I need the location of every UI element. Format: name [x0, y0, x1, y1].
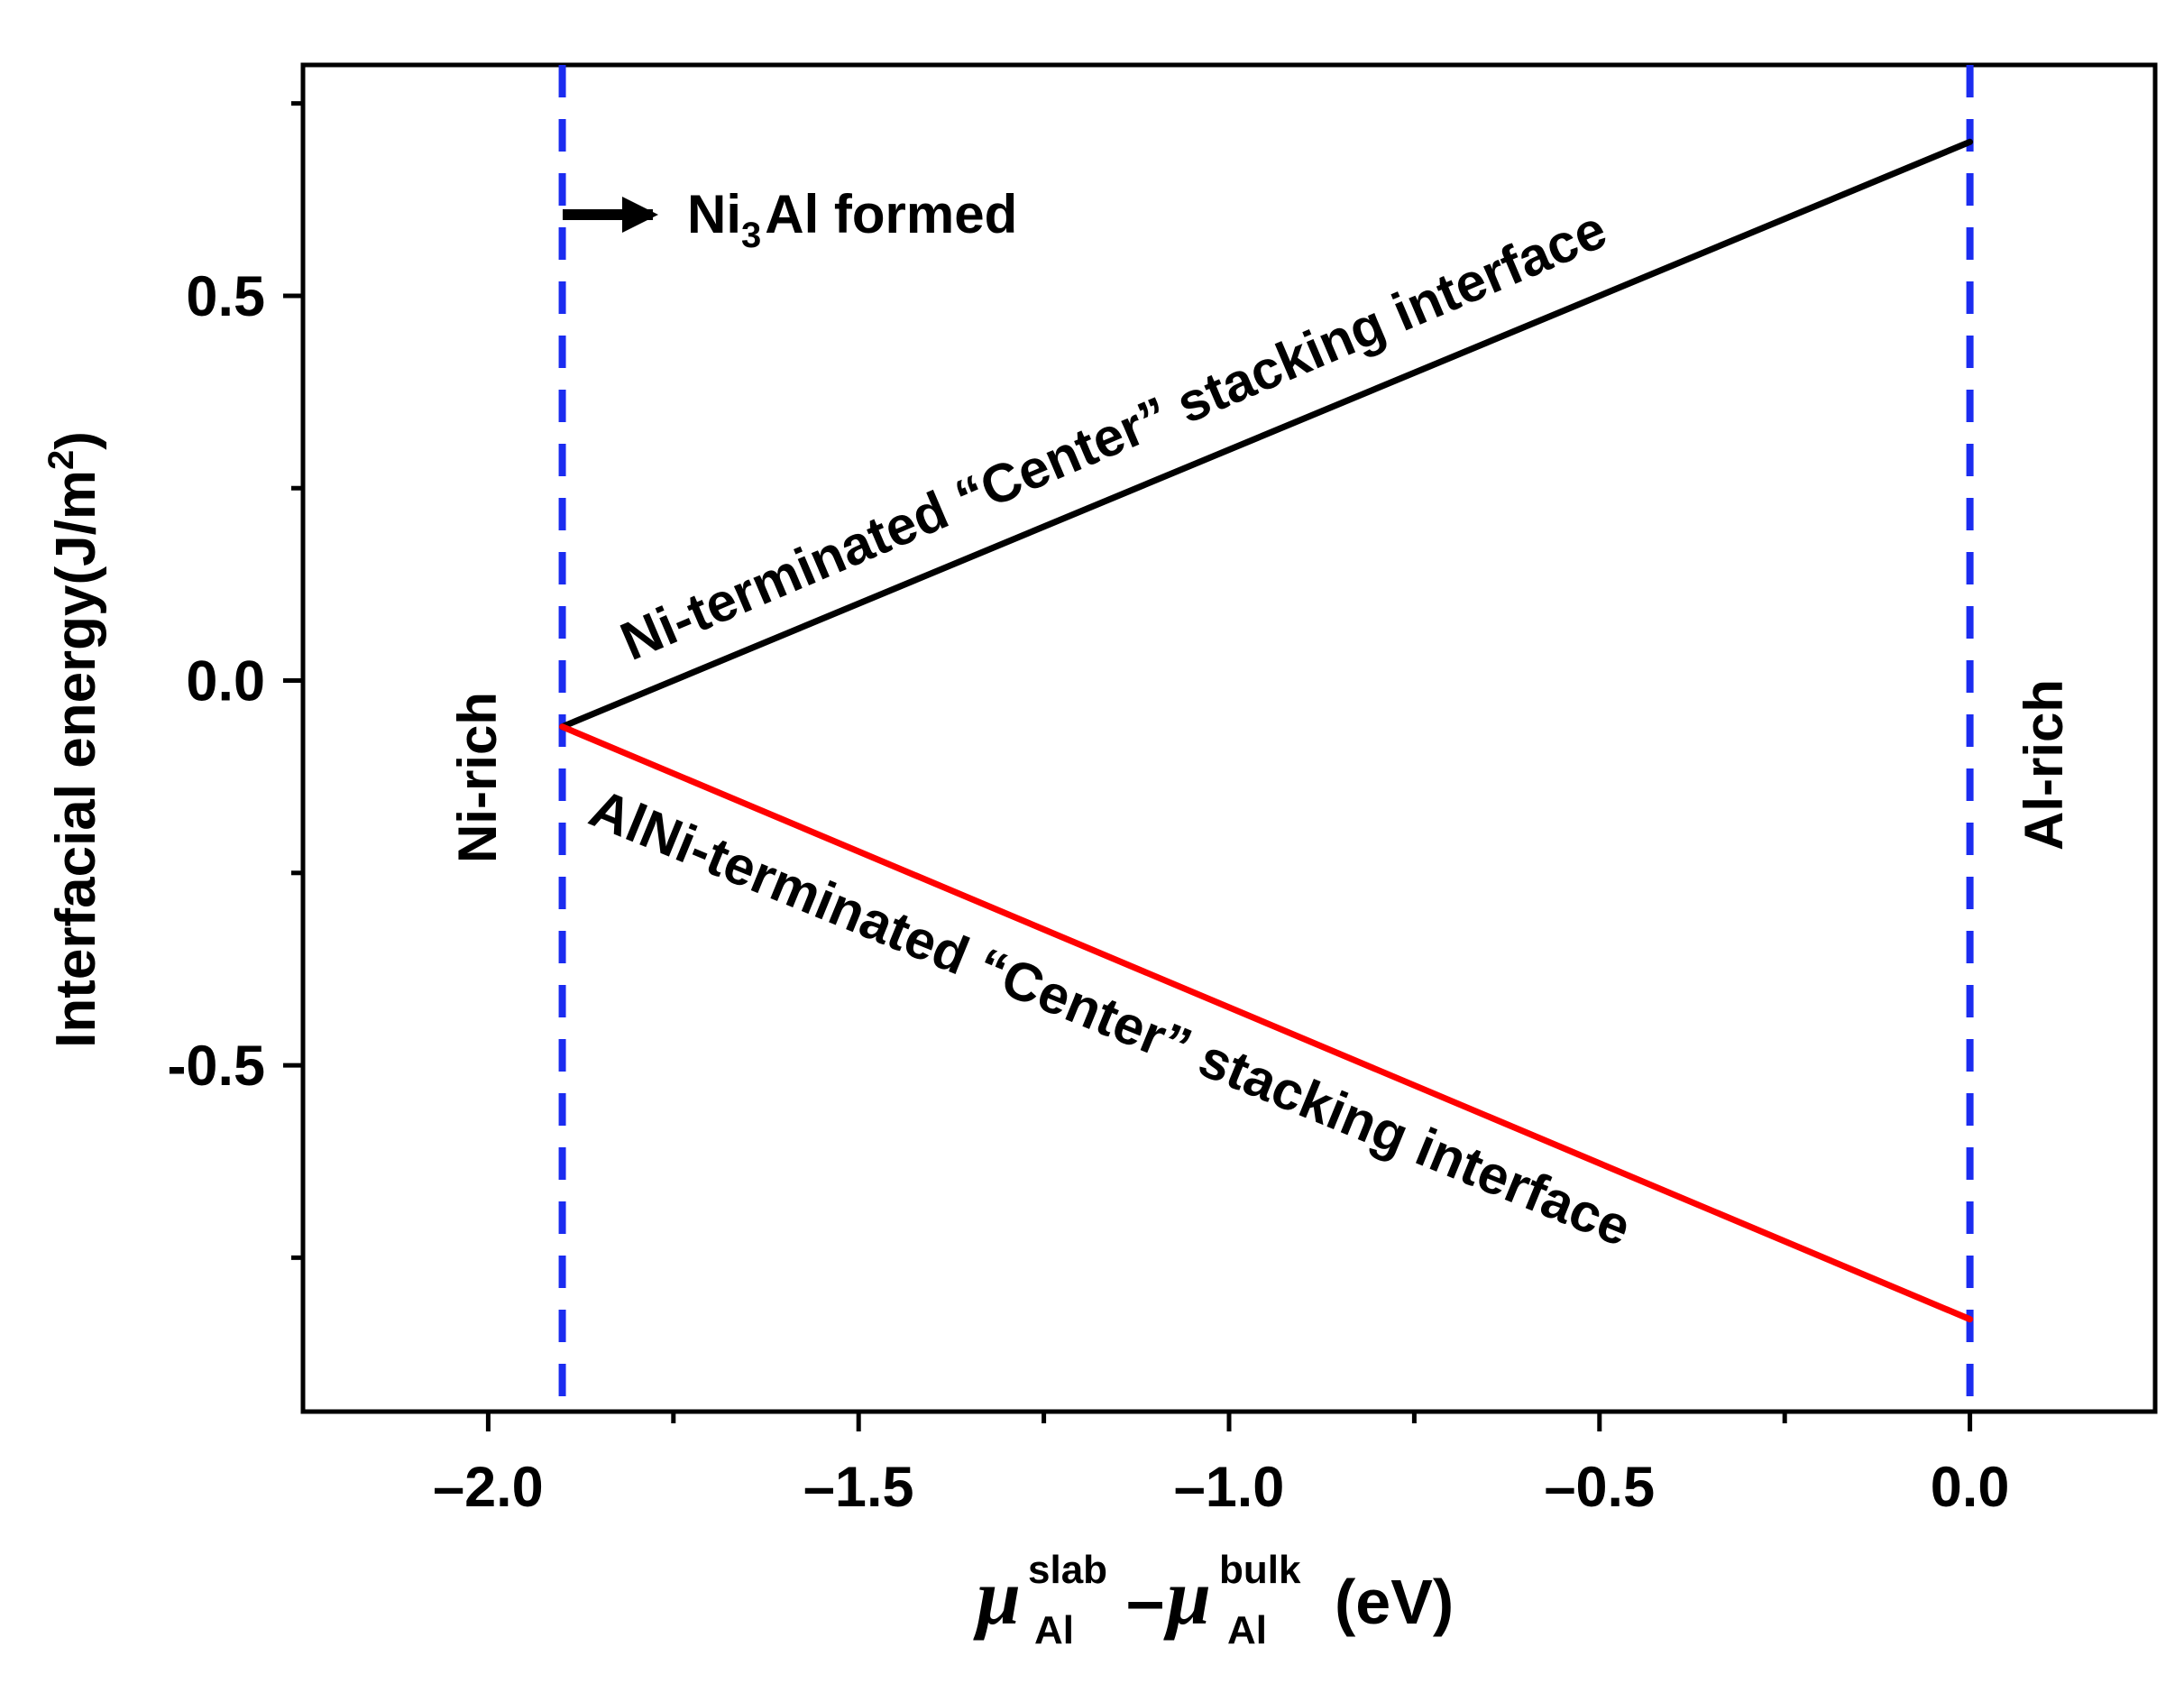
series-label-alni-terminated: AlNi-terminated “Center” stacking interf…	[582, 777, 1639, 1258]
y-tick-label: 0.5	[186, 265, 265, 328]
ni3al-arrow-head	[622, 197, 658, 233]
axis-ticks: –2.0 –1.5 –1.0 –0.5 0.0 0.5 0.0 -0.5	[167, 101, 2010, 1519]
ni-rich-label: Ni-rich	[447, 692, 508, 863]
phase-boundary-lines	[558, 65, 1974, 1412]
x-tick-label: –2.0	[433, 1456, 544, 1519]
data-series	[559, 138, 1974, 1323]
series-line-alni-terminated	[559, 723, 1974, 1323]
svg-text:bulk: bulk	[1219, 1548, 1301, 1592]
y-tick-label: -0.5	[167, 1035, 265, 1098]
x-tick-label: 0.0	[1931, 1456, 2010, 1519]
series-line-ni-terminated	[559, 138, 1974, 731]
svg-text:(eV): (eV)	[1335, 1567, 1454, 1637]
svg-text:slab: slab	[1028, 1548, 1107, 1592]
y-tick-label: 0.0	[186, 650, 265, 713]
svg-text:–: –	[1126, 1562, 1164, 1639]
svg-text:μ: μ	[973, 1554, 1021, 1642]
svg-text:μ: μ	[1163, 1554, 1211, 1642]
y-axis-title: Interfacial energy(J/m2)	[41, 431, 107, 1048]
ni3al-annotation: Ni3Al formed	[687, 184, 1017, 255]
x-tick-label: –1.0	[1174, 1456, 1285, 1519]
series-label-ni-terminated: Ni-terminated “Center” stacking interfac…	[612, 198, 1615, 672]
x-axis-title: μ slab Al – μ bulk Al (eV)	[973, 1548, 1454, 1652]
x-tick-label: –1.5	[803, 1456, 914, 1519]
svg-text:Al: Al	[1034, 1608, 1074, 1652]
al-rich-label: Al-rich	[2014, 679, 2074, 851]
x-tick-label: –0.5	[1544, 1456, 1655, 1519]
plot-frame	[300, 62, 2158, 1414]
svg-text:Al: Al	[1227, 1608, 1267, 1652]
